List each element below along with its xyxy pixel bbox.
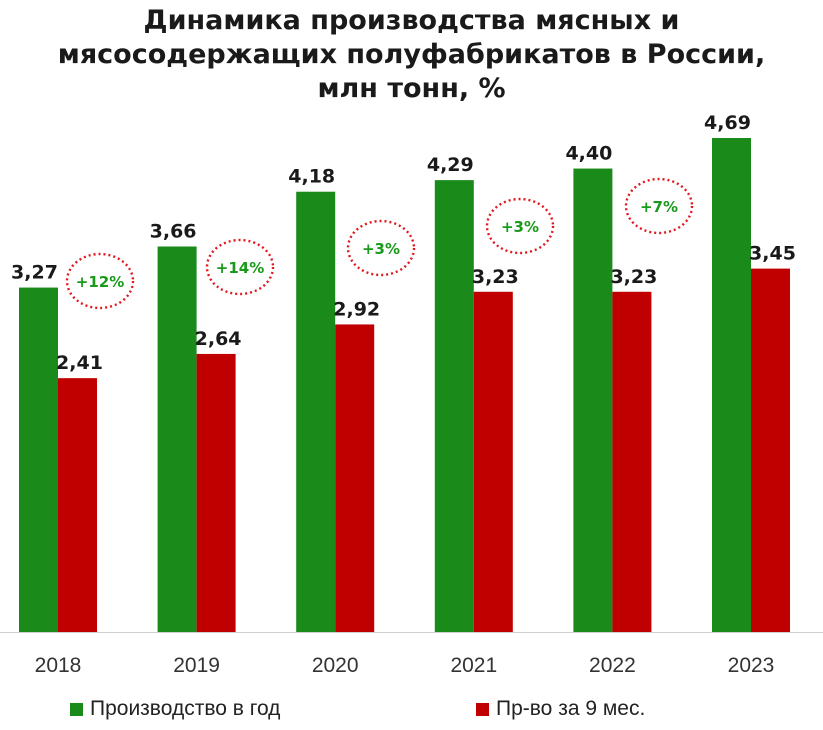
- chart-title: Динамика производства мясных и мясосодер…: [0, 4, 823, 106]
- growth-ring-1: [65, 252, 135, 310]
- data-label-annual-2022: 4,40: [565, 143, 612, 165]
- bar-9months-2020: [335, 324, 375, 632]
- x-tick-label-2023: 2023: [728, 654, 775, 677]
- chart-legend: Производство в год Пр-во за 9 мес.: [0, 697, 823, 727]
- bar-annual-2023: [712, 138, 751, 632]
- growth-ring-3: [346, 219, 416, 277]
- growth-ring-4: [485, 197, 555, 255]
- growth-ring-2: [205, 238, 275, 296]
- x-tick-label-2019: 2019: [173, 654, 220, 677]
- legend-label-9months: Пр-во за 9 мес.: [496, 697, 646, 720]
- growth-annotation-3: +3%: [362, 240, 400, 258]
- data-label-9months-2018: 2,41: [56, 352, 103, 374]
- bar-9months-2023: [751, 268, 790, 632]
- data-label-annual-2023: 4,69: [704, 112, 751, 134]
- chart-title-line-3: млн тонн, %: [317, 73, 506, 104]
- data-label-9months-2023: 3,45: [749, 243, 796, 265]
- x-tick-label-2018: 2018: [35, 654, 82, 677]
- bar-annual-2020: [296, 191, 336, 632]
- bar-annual-2019: [157, 246, 197, 632]
- growth-annotation-5: +7%: [640, 198, 678, 216]
- legend-item-9months: Пр-во за 9 мес.: [476, 697, 645, 721]
- data-label-9months-2020: 2,92: [333, 298, 380, 320]
- growth-annotation-2: +14%: [216, 259, 264, 277]
- chart-title-line-2: мясосодержащих полуфабрикатов в России,: [57, 39, 766, 70]
- legend-label-annual: Производство в год: [90, 697, 281, 720]
- bar-9months-2019: [196, 353, 236, 632]
- data-label-annual-2018: 3,27: [11, 262, 58, 284]
- x-tick-label-2022: 2022: [589, 654, 636, 677]
- bar-9months-2022: [612, 291, 652, 632]
- x-tick-label-2021: 2021: [450, 654, 497, 677]
- bar-annual-2022: [573, 168, 613, 632]
- growth-annotation-1: +12%: [76, 273, 124, 291]
- legend-item-annual: Производство в год: [70, 697, 280, 721]
- data-label-9months-2021: 3,23: [472, 266, 519, 288]
- bar-annual-2018: [19, 287, 58, 632]
- data-label-annual-2021: 4,29: [427, 154, 474, 176]
- data-label-annual-2019: 3,66: [150, 220, 197, 242]
- bar-annual-2021: [434, 180, 474, 632]
- chart-title-line-1: Динамика производства мясных и: [143, 5, 680, 36]
- growth-ring-5: [624, 177, 694, 235]
- x-tick-label-2020: 2020: [312, 654, 359, 677]
- growth-annotation-4: +3%: [501, 218, 539, 236]
- bar-9months-2018: [58, 378, 97, 632]
- data-label-9months-2022: 3,23: [610, 266, 657, 288]
- bar-9months-2021: [473, 291, 513, 632]
- legend-swatch-green: [70, 702, 83, 716]
- data-label-annual-2020: 4,18: [288, 166, 335, 188]
- data-label-9months-2019: 2,64: [195, 328, 242, 350]
- legend-swatch-red: [476, 702, 489, 716]
